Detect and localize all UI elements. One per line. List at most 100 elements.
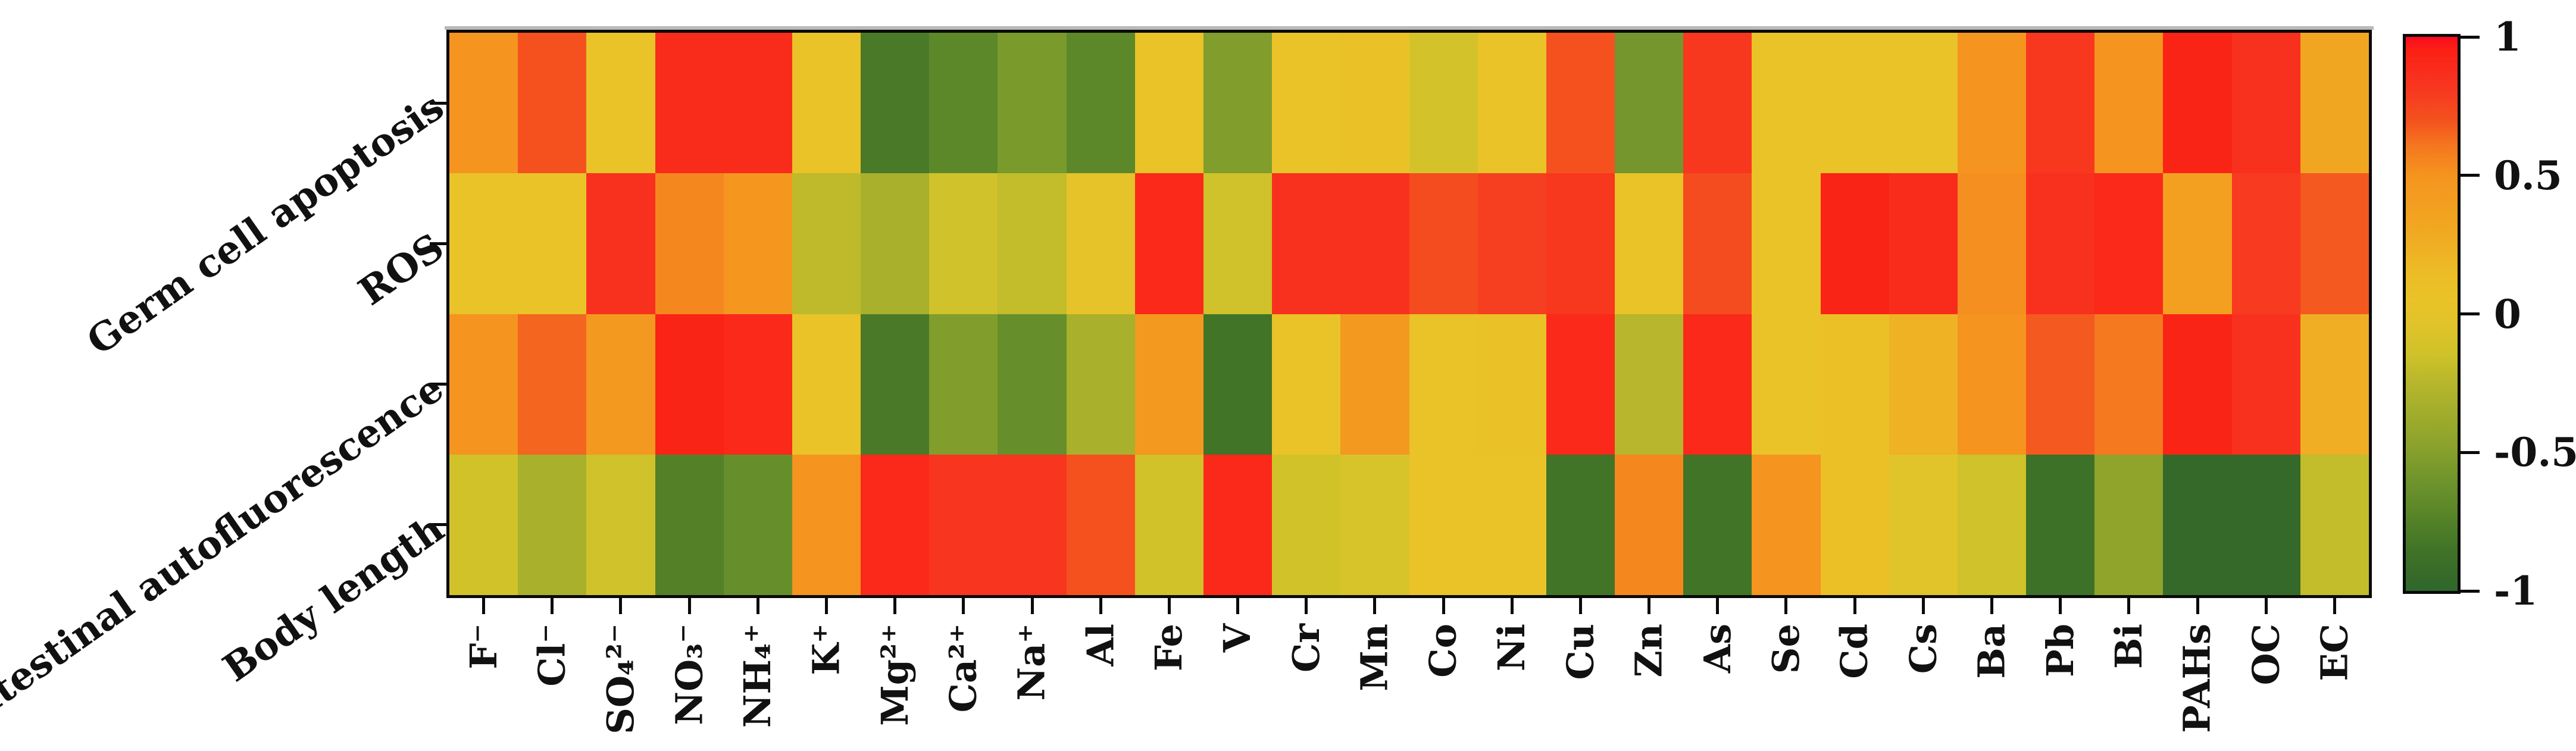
heatmap-cell xyxy=(1615,173,1684,315)
x-tick xyxy=(2333,597,2336,614)
y-tick xyxy=(430,101,446,105)
heatmap-cell xyxy=(1752,454,1821,596)
x-tick xyxy=(1716,597,1720,614)
heatmap-cell xyxy=(1615,33,1684,174)
heatmap-cell xyxy=(929,454,999,596)
x-tick xyxy=(893,597,897,614)
heatmap-cell xyxy=(586,173,656,315)
x-tick xyxy=(1578,597,1582,614)
x-tick xyxy=(1305,597,1308,614)
x-axis-label: Cu xyxy=(1558,624,1602,680)
x-axis-label: Cl⁻ xyxy=(530,624,574,687)
heatmap-cell xyxy=(723,314,793,455)
colorbar-tick xyxy=(2461,312,2480,315)
heatmap-cell xyxy=(1134,314,1204,455)
colorbar-tick-label: 0 xyxy=(2494,290,2521,337)
x-tick xyxy=(482,597,486,614)
x-tick xyxy=(619,597,623,614)
heatmap-cell xyxy=(1203,33,1273,174)
x-axis-label: Cd xyxy=(1833,624,1877,679)
heatmap-cell xyxy=(2300,454,2369,596)
heatmap-cell xyxy=(1615,314,1684,455)
x-tick xyxy=(2059,597,2062,614)
heatmap-cell xyxy=(1820,314,1890,455)
x-axis-label: Mg²⁺ xyxy=(873,624,917,726)
heatmap-cell xyxy=(2026,33,2096,174)
x-axis-label: F⁻ xyxy=(461,624,505,669)
heatmap-cell xyxy=(1546,173,1616,315)
heatmap-cell xyxy=(1957,173,2027,315)
heatmap-cell xyxy=(929,33,999,174)
x-axis-label: NH₄⁺ xyxy=(736,624,780,728)
x-tick xyxy=(1990,597,1994,614)
heatmap-cell xyxy=(2094,454,2164,596)
x-axis-label: Na⁺ xyxy=(1010,624,1054,701)
heatmap-cell xyxy=(1272,454,1342,596)
x-axis-label: OC xyxy=(2244,624,2288,686)
figure-top-shadow-line xyxy=(445,26,2374,30)
heatmap-cell xyxy=(2026,173,2096,315)
heatmap-cell xyxy=(1272,314,1342,455)
heatmap-cell xyxy=(2231,454,2301,596)
x-axis-label: Zn xyxy=(1627,624,1671,678)
heatmap-cell xyxy=(1066,314,1136,455)
heatmap-cell xyxy=(998,173,1067,315)
x-axis-label: Ba xyxy=(1969,624,2014,679)
heatmap-cell xyxy=(1820,454,1890,596)
heatmap-cell xyxy=(1889,454,1958,596)
heatmap-cell xyxy=(655,173,724,315)
x-tick xyxy=(1167,597,1171,614)
colorbar-tick xyxy=(2461,35,2480,39)
x-axis-label: Ca²⁺ xyxy=(941,624,985,713)
heatmap-cell xyxy=(2231,173,2301,315)
heatmap-cell xyxy=(1134,33,1204,174)
heatmap-cell xyxy=(2163,314,2233,455)
colorbar-tick xyxy=(2461,174,2480,177)
heatmap-cell xyxy=(2094,314,2164,455)
heatmap-cell xyxy=(792,173,862,315)
heatmap-cell xyxy=(1683,173,1753,315)
x-tick xyxy=(1647,597,1651,614)
x-axis-label: Mn xyxy=(1352,624,1396,691)
heatmap-cell xyxy=(1477,173,1547,315)
x-axis-label: Co xyxy=(1421,624,1465,678)
heatmap-cell xyxy=(1272,33,1342,174)
x-tick xyxy=(1921,597,1925,614)
heatmap-cell xyxy=(1615,454,1684,596)
heatmap-cell xyxy=(1683,33,1753,174)
heatmap-cell xyxy=(449,454,519,596)
colorbar-tick-label: -1 xyxy=(2494,568,2538,614)
heatmap-cell xyxy=(449,173,519,315)
heatmap-cell xyxy=(518,454,587,596)
heatmap-cell xyxy=(1889,33,1958,174)
heatmap-cell xyxy=(518,33,587,174)
heatmap-cell xyxy=(2163,454,2233,596)
y-tick xyxy=(430,523,446,527)
x-axis-label: K⁺ xyxy=(804,624,848,675)
heatmap-cell xyxy=(2094,173,2164,315)
heatmap-cell xyxy=(1203,314,1273,455)
colorbar-tick-label: 1 xyxy=(2494,14,2521,60)
heatmap-cell xyxy=(1066,33,1136,174)
heatmap-cell xyxy=(1546,33,1616,174)
colorbar-tick xyxy=(2461,589,2480,593)
colorbar-tick xyxy=(2461,450,2480,454)
x-tick xyxy=(1236,597,1240,614)
heatmap-cell xyxy=(792,314,862,455)
heatmap-cell xyxy=(1340,454,1410,596)
x-tick xyxy=(551,597,554,614)
heatmap-cell xyxy=(1889,314,1958,455)
heatmap-cell xyxy=(1409,173,1478,315)
heatmap-cell xyxy=(723,454,793,596)
heatmap-cell xyxy=(2231,33,2301,174)
heatmap-cell xyxy=(1820,33,1890,174)
heatmap-cell xyxy=(1546,454,1616,596)
heatmap-cell xyxy=(1409,454,1478,596)
heatmap-cell xyxy=(1134,454,1204,596)
heatmap-cell xyxy=(1340,173,1410,315)
x-tick xyxy=(1853,597,1856,614)
heatmap-cell xyxy=(1889,173,1958,315)
heatmap-cell xyxy=(2300,33,2369,174)
heatmap-cell xyxy=(1683,314,1753,455)
x-axis-label: Ni xyxy=(1490,624,1534,672)
